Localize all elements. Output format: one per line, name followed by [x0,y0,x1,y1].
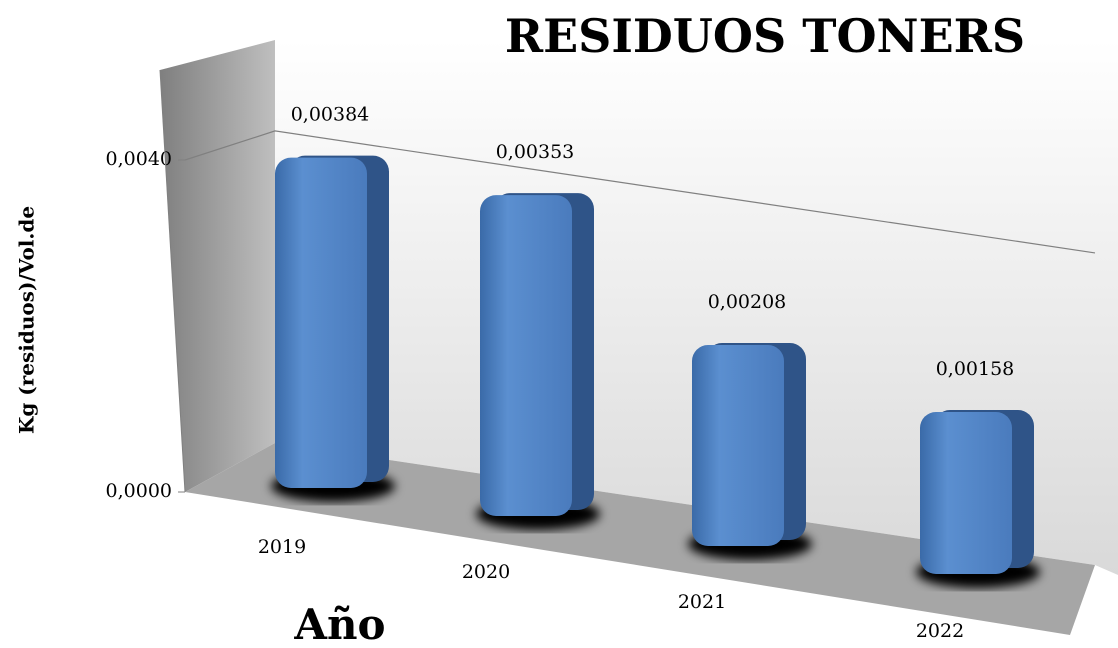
x-tick-label: 2019 [258,536,306,558]
data-label: 0,00208 [708,291,787,313]
bar [275,157,367,488]
chart-title: RESIDUOS TONERS [505,9,1025,63]
x-tick-label: 2021 [678,591,726,613]
side-wall [160,40,275,492]
x-tick-label: 2022 [916,620,964,642]
y-tick-label: 0,0000 [106,480,172,502]
bar [692,345,784,546]
y-axis-title: Kg (residuos)/Vol.de [15,206,39,434]
bar [480,195,572,517]
x-tick-label: 2020 [462,561,510,583]
plot: 0,0000 0,0040 2019 0,00384 2020 0,00353 2021 0,… [106,69,1096,642]
data-label: 0,00158 [936,358,1015,380]
data-label: 0,00353 [496,141,575,163]
x-axis-title: Año [293,600,385,648]
bar [920,412,1012,574]
y-tick-label: 0,0040 [106,148,172,170]
data-label: 0,00384 [291,104,370,126]
floor [185,443,1095,635]
grid-line [184,130,1096,254]
y-axis [159,69,186,493]
